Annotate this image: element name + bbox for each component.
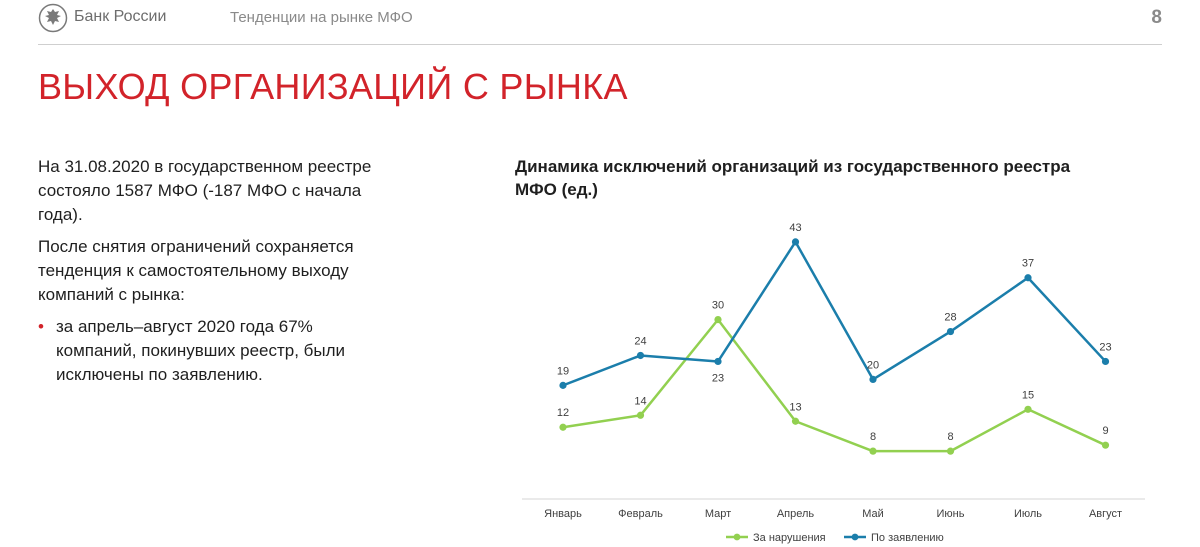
data-label: 13 <box>789 401 801 413</box>
data-point <box>636 411 645 419</box>
x-tick-label: Январь <box>544 508 582 520</box>
data-label: 37 <box>1022 258 1034 270</box>
x-tick-label: Июнь <box>937 508 965 520</box>
data-label: 28 <box>944 312 956 324</box>
data-label: 14 <box>634 395 646 407</box>
header-divider <box>38 44 1162 45</box>
header: Банк России Тенденции на рынке МФО 8 <box>0 0 1200 46</box>
data-label: 9 <box>1102 425 1108 437</box>
summary-bullets: • за апрель–август 2020 года 67% компани… <box>38 315 383 387</box>
data-point <box>636 351 645 360</box>
data-point <box>559 381 567 389</box>
document-title: Тенденции на рынке МФО <box>230 9 413 26</box>
data-label: 23 <box>712 372 724 384</box>
data-point <box>869 447 877 455</box>
chart-title: Динамика исключений организаций из госуд… <box>515 157 1071 199</box>
bank-eagle-logo-icon <box>38 3 68 33</box>
data-label: 15 <box>1022 389 1034 401</box>
data-point <box>1101 357 1110 366</box>
data-point <box>791 238 800 246</box>
x-tick-label: Август <box>1089 508 1122 520</box>
series-line <box>562 318 1107 453</box>
data-label: 8 <box>870 431 876 443</box>
x-tick-label: Март <box>705 508 731 520</box>
data-point <box>791 417 800 425</box>
x-tick-label: Май <box>862 508 884 520</box>
data-point <box>714 316 722 324</box>
page-number: 8 <box>1151 7 1162 28</box>
data-label: 23 <box>1099 341 1111 353</box>
x-tick-label: Апрель <box>777 508 815 520</box>
data-label: 8 <box>947 431 953 443</box>
series-line <box>562 240 1107 387</box>
x-tick-label: Июль <box>1014 508 1042 520</box>
summary-paragraph-1: На 31.08.2020 в государственном реестре … <box>38 157 372 224</box>
legend-label: По заявлению <box>871 532 944 544</box>
summary-bullet-text: за апрель–август 2020 года 67% компаний,… <box>56 317 346 384</box>
legend-marker <box>733 533 741 541</box>
data-point <box>1101 441 1110 449</box>
legend-label: За нарушения <box>753 532 826 544</box>
data-label: 12 <box>557 407 569 419</box>
data-point <box>1024 274 1032 282</box>
data-point <box>1024 405 1032 413</box>
data-point <box>869 375 877 383</box>
bank-name: Банк России <box>74 8 167 25</box>
data-label: 43 <box>789 222 801 234</box>
data-point <box>946 327 955 336</box>
x-tick-label: Февраль <box>618 508 663 520</box>
data-point <box>946 447 955 455</box>
summary-paragraph-2: После снятия ограничений сохраняется тен… <box>38 237 354 304</box>
data-point <box>559 423 567 431</box>
data-label: 19 <box>557 365 569 377</box>
data-point <box>714 357 722 366</box>
data-label: 24 <box>634 335 646 347</box>
summary-bullet-item: • за апрель–август 2020 года 67% компани… <box>38 315 383 387</box>
legend-marker <box>851 533 859 541</box>
data-label: 30 <box>712 300 724 312</box>
bullet-marker: • <box>38 317 44 336</box>
data-label: 20 <box>867 359 879 371</box>
slide-title: ВЫХОД ОРГАНИЗАЦИЙ С РЫНКА <box>38 66 628 107</box>
summary-text: На 31.08.2020 в государственном реестре … <box>38 155 383 387</box>
